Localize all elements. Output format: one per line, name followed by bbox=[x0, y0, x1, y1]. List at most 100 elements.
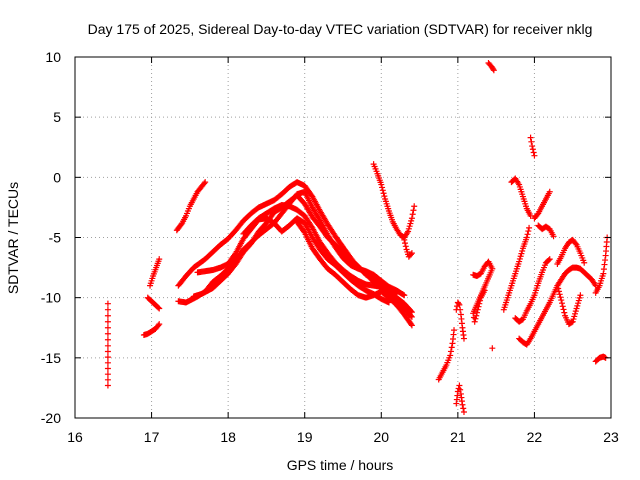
data-point bbox=[474, 309, 480, 316]
data-point bbox=[104, 324, 111, 331]
data-point bbox=[402, 243, 409, 250]
y-tick-label: -10 bbox=[41, 290, 61, 306]
data-point bbox=[573, 305, 580, 312]
data-point bbox=[518, 250, 525, 257]
series-arc-22-hook bbox=[535, 222, 557, 240]
series-arc-main-3 bbox=[190, 192, 415, 316]
data-point bbox=[104, 312, 111, 319]
data-point bbox=[516, 255, 523, 262]
data-point bbox=[378, 181, 385, 188]
series-rise-17.3 bbox=[173, 179, 209, 234]
series-arc-21-dip bbox=[453, 382, 467, 415]
data-point bbox=[545, 257, 552, 264]
data-point bbox=[571, 313, 578, 320]
data-point bbox=[560, 306, 567, 313]
data-point bbox=[201, 180, 208, 187]
data-point bbox=[517, 253, 524, 260]
x-tick-label: 20 bbox=[373, 429, 389, 445]
data-point bbox=[457, 386, 464, 393]
data-point bbox=[529, 143, 536, 150]
data-point bbox=[155, 304, 162, 311]
data-point bbox=[401, 292, 408, 299]
data-point bbox=[460, 405, 467, 412]
data-point bbox=[407, 308, 414, 315]
data-point bbox=[455, 300, 462, 307]
series-arc-21.8-top bbox=[508, 175, 534, 219]
data-point bbox=[476, 300, 483, 307]
data-point bbox=[546, 256, 553, 263]
data-point bbox=[460, 408, 467, 415]
y-tick-labels: -20 -15 -10 -5 0 5 10 bbox=[41, 49, 61, 426]
data-point bbox=[407, 220, 414, 227]
series-arc-21.7 bbox=[500, 224, 533, 313]
data-point bbox=[559, 303, 566, 310]
data-point bbox=[104, 318, 111, 325]
data-point bbox=[527, 212, 534, 219]
data-point bbox=[574, 302, 581, 309]
data-point bbox=[546, 188, 553, 195]
data-point bbox=[561, 309, 568, 316]
data-point bbox=[556, 291, 563, 298]
data-point bbox=[405, 225, 412, 232]
series-low-21.4 bbox=[489, 345, 496, 352]
data-point bbox=[202, 179, 209, 186]
series-arc-17c bbox=[147, 256, 163, 289]
data-point bbox=[448, 344, 455, 351]
x-tick-labels: 16 17 18 19 20 21 22 23 bbox=[67, 429, 619, 445]
data-point bbox=[570, 316, 577, 323]
x-tick-label: 16 bbox=[67, 429, 83, 445]
series-arc-20-low bbox=[401, 236, 415, 260]
data-point bbox=[558, 297, 565, 304]
data-point bbox=[481, 287, 488, 294]
data-point bbox=[406, 223, 413, 230]
data-point bbox=[554, 282, 561, 289]
x-tick-label: 19 bbox=[297, 429, 313, 445]
data-point bbox=[519, 247, 526, 254]
data-point bbox=[104, 371, 111, 378]
data-point bbox=[381, 193, 388, 200]
y-tick-label: -5 bbox=[49, 230, 62, 246]
y-axis-label: SDTVAR / TECUs bbox=[5, 182, 21, 294]
x-tick-label: 21 bbox=[450, 429, 466, 445]
data-point bbox=[524, 231, 531, 238]
data-point bbox=[104, 354, 111, 361]
series-arc-22.4 bbox=[554, 282, 584, 328]
series-arc-17a bbox=[140, 321, 163, 338]
data-point bbox=[447, 348, 454, 355]
data-point bbox=[471, 318, 478, 325]
data-point bbox=[104, 348, 111, 355]
data-point bbox=[529, 146, 536, 153]
data-point bbox=[572, 308, 579, 315]
data-point bbox=[402, 240, 409, 247]
data-point bbox=[550, 233, 557, 240]
data-point bbox=[393, 291, 400, 298]
data-point bbox=[379, 184, 386, 191]
data-point bbox=[525, 228, 532, 235]
chart-title: Day 175 of 2025, Sidereal Day-to-day VTE… bbox=[88, 21, 593, 37]
series-arc-20-cusp bbox=[370, 161, 418, 241]
data-point bbox=[459, 401, 466, 408]
data-point bbox=[379, 187, 386, 194]
data-point bbox=[104, 300, 111, 307]
data-point bbox=[104, 376, 111, 383]
series-cluster-21.4 bbox=[470, 258, 496, 325]
data-point bbox=[569, 318, 576, 325]
data-point bbox=[572, 310, 579, 317]
axis-ticks bbox=[74, 56, 612, 419]
series-top-21.4 bbox=[485, 60, 497, 74]
data-point bbox=[409, 211, 416, 218]
data-point bbox=[575, 300, 582, 307]
data-point bbox=[558, 300, 565, 307]
series-isolated-16.4 bbox=[104, 300, 111, 389]
data-point bbox=[474, 306, 481, 313]
series-arc-22-top bbox=[527, 134, 538, 159]
data-point bbox=[528, 138, 535, 145]
data-point bbox=[156, 256, 163, 263]
x-tick-label: 23 bbox=[603, 429, 619, 445]
data-point bbox=[178, 221, 185, 228]
data-point bbox=[475, 303, 482, 310]
data-points bbox=[104, 60, 611, 415]
data-point bbox=[392, 290, 399, 297]
data-point bbox=[572, 240, 579, 247]
data-point bbox=[408, 321, 415, 328]
